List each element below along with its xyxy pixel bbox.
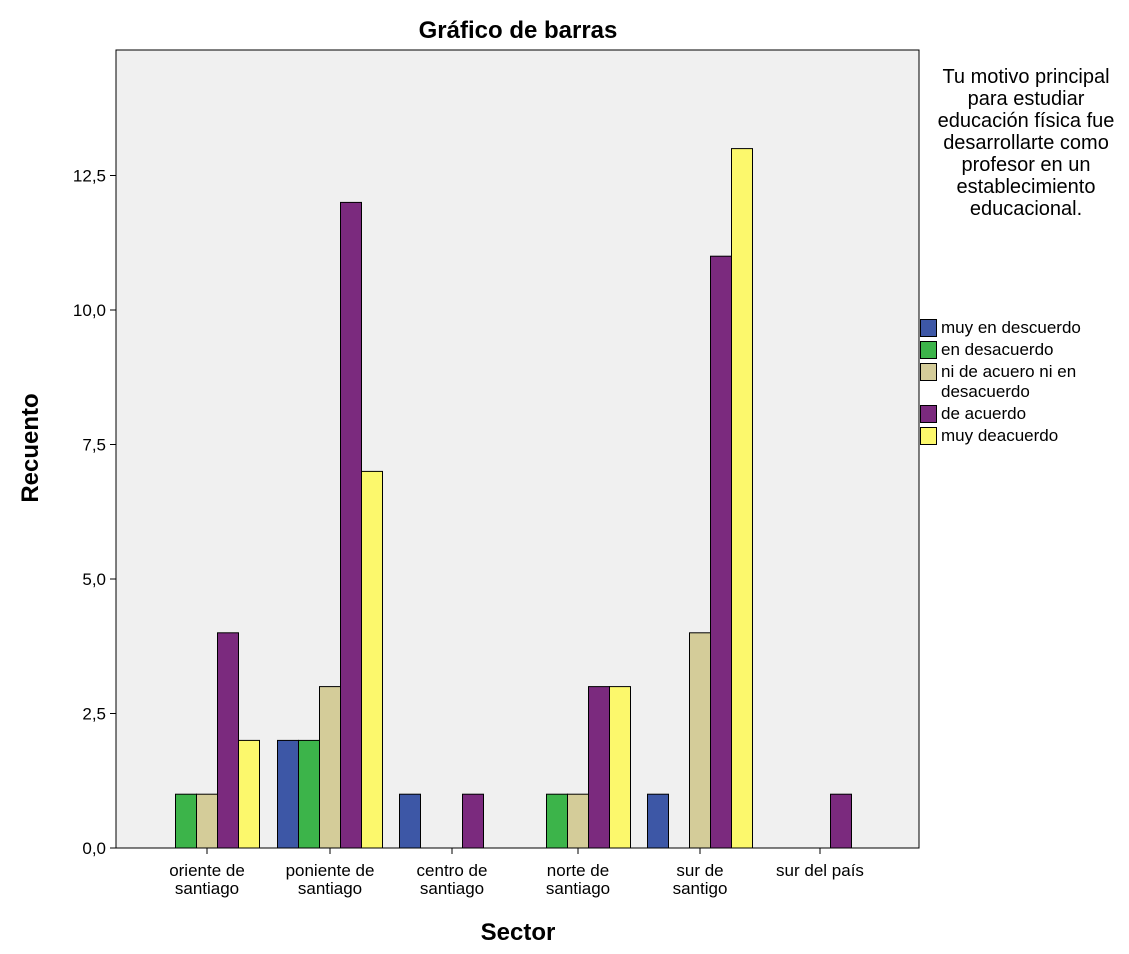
x-tick-label-line: sur de bbox=[676, 861, 723, 880]
bar bbox=[217, 632, 239, 849]
bar bbox=[175, 793, 197, 849]
legend-label: ni de acuero ni en desacuerdo bbox=[941, 362, 1077, 401]
x-tick-label-line: sur del país bbox=[776, 861, 864, 880]
bar bbox=[588, 686, 610, 849]
x-tick-label: norte de santiago bbox=[546, 861, 610, 898]
y-tick-label: 12,5 bbox=[73, 167, 106, 186]
x-tick-label: poniente de santiago bbox=[286, 861, 375, 898]
x-tick-label-line: santigo bbox=[673, 879, 728, 898]
bar bbox=[298, 739, 320, 849]
legend-label: muy en descuerdo bbox=[941, 318, 1081, 337]
bar bbox=[399, 793, 421, 849]
legend: muy en descuerdo en desacuerdo ni de acuer… bbox=[920, 318, 1129, 448]
legend-swatch bbox=[920, 405, 937, 423]
legend-label: muy deacuerdo bbox=[941, 426, 1059, 445]
x-tick-label-line: santiago bbox=[298, 879, 362, 898]
legend-swatch bbox=[920, 319, 937, 337]
x-tick-label: sur de santigo bbox=[673, 861, 728, 898]
y-axis: 0,0 2,5 5,0 7,5 10,0 12,5 bbox=[73, 167, 116, 858]
legend-label: de acuerdo bbox=[941, 404, 1027, 423]
plot-area bbox=[115, 49, 920, 849]
bars-group bbox=[175, 148, 852, 849]
legend-item: muy deacuerdo bbox=[920, 426, 1129, 446]
x-tick-label-line: norte de bbox=[547, 861, 609, 880]
y-tick-label: 10,0 bbox=[73, 301, 106, 320]
x-tick-label: oriente de santiago bbox=[169, 861, 245, 898]
legend-item: de acuerdo bbox=[920, 404, 1129, 424]
bar bbox=[319, 686, 341, 849]
legend-item: ni de acuero ni en desacuerdo bbox=[920, 362, 1129, 402]
bar bbox=[567, 793, 589, 849]
bar bbox=[340, 201, 362, 849]
bar bbox=[361, 470, 383, 849]
x-tick-label-line: oriente de bbox=[169, 861, 245, 880]
bar bbox=[238, 739, 260, 849]
x-tick-label-line: centro de bbox=[417, 861, 488, 880]
bar bbox=[647, 793, 669, 849]
x-tick-label: centro de santiago bbox=[417, 861, 488, 898]
x-tick-label-line: poniente de bbox=[286, 861, 375, 880]
legend-swatch bbox=[920, 341, 937, 359]
bar bbox=[689, 632, 711, 849]
legend-item: muy en descuerdo bbox=[920, 318, 1129, 338]
x-tick-label-line: santiago bbox=[175, 879, 239, 898]
bar bbox=[462, 793, 484, 849]
x-tick-label: sur del país bbox=[776, 861, 864, 880]
legend-label: en desacuerdo bbox=[941, 340, 1054, 359]
y-tick-label: 5,0 bbox=[82, 570, 106, 589]
bar bbox=[546, 793, 568, 849]
bar bbox=[830, 793, 852, 849]
bar bbox=[196, 793, 218, 849]
bar bbox=[277, 739, 299, 849]
x-axis-label: Sector bbox=[481, 919, 556, 946]
y-axis-label: Recuento bbox=[17, 393, 44, 502]
x-tick-label-line: santiago bbox=[420, 879, 484, 898]
legend-swatch bbox=[920, 427, 937, 445]
bar bbox=[731, 148, 753, 849]
chart-title: Gráfico de barras bbox=[419, 17, 618, 44]
legend-item: en desacuerdo bbox=[920, 340, 1129, 360]
y-tick-label: 0,0 bbox=[82, 839, 106, 858]
y-tick-label: 2,5 bbox=[82, 705, 106, 724]
bar bbox=[609, 686, 631, 849]
y-tick-label: 7,5 bbox=[82, 436, 106, 455]
x-tick-label-line: santiago bbox=[546, 879, 610, 898]
bar bbox=[710, 255, 732, 849]
legend-title: Tu motivo principal para estudiar educac… bbox=[937, 66, 1115, 220]
legend-swatch bbox=[920, 363, 937, 381]
